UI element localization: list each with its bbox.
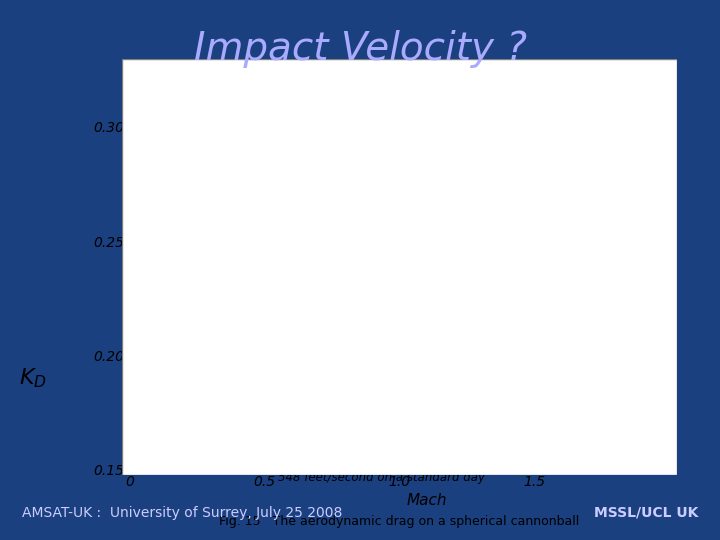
Text: Mach: Mach [406,492,447,508]
Text: Impact Velocity ?: Impact Velocity ? [194,30,526,68]
Text: AMSAT-UK :  University of Surrey, July 25 2008: AMSAT-UK : University of Surrey, July 25… [22,506,342,520]
Text: 548 feet/second on a standard day: 548 feet/second on a standard day [278,471,485,484]
Text: 1,096 feet/second on a standard day: 1,096 feet/second on a standard day [278,451,496,464]
Text: MSSL/UCL UK: MSSL/UCL UK [594,506,698,520]
Text: $K_D$: $K_D$ [19,367,46,390]
Text: Fig. 15   The aerodynamic drag on a spherical cannonball: Fig. 15 The aerodynamic drag on a spheri… [220,515,580,528]
